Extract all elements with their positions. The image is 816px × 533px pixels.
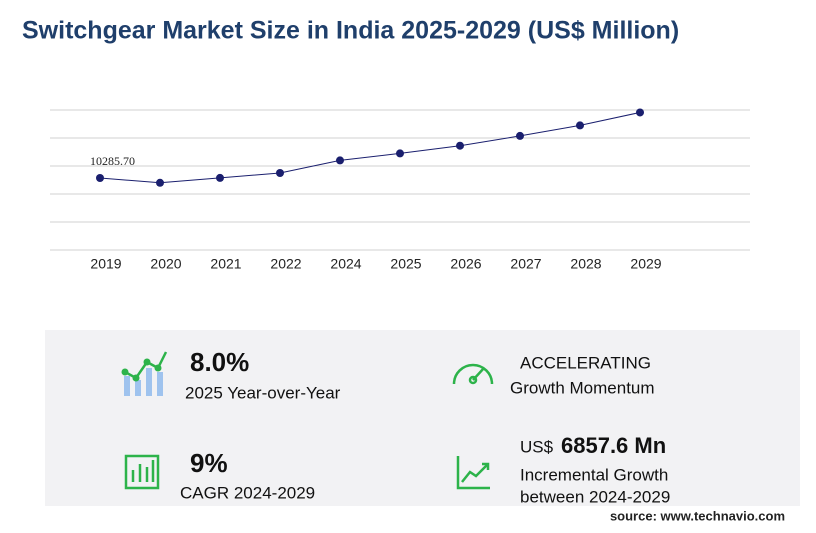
gauge-icon [452,363,494,385]
stats-panel [45,330,800,506]
x-tick-label: 2028 [570,256,601,272]
stat-label: 2025 Year-over-Year [185,383,341,402]
chart-title: Switchgear Market Size in India 2025-202… [22,17,679,45]
point [156,178,164,187]
x-tick-label: 2022 [270,256,301,272]
line [99,111,641,184]
x-tick-label: 2019 [90,256,121,272]
x-tick-label: 2026 [450,256,481,272]
point [96,174,104,183]
growth-icon [121,351,168,396]
stat-label: Growth Momentum [510,378,655,397]
x-tick-label: 2025 [390,256,421,272]
trend-icon [456,456,490,490]
point [336,156,344,165]
x-tick-label: 2021 [210,256,241,272]
source: source: www.technavio.com [610,508,785,523]
point [456,141,464,150]
point [396,149,404,158]
x-tick-label: 2027 [510,256,541,272]
point [516,131,524,140]
data-label: 10285.70 [90,154,135,168]
stat-value: ACCELERATING [520,353,651,372]
bar-chart-icon [124,454,160,490]
stat-label: Incremental Growth [520,465,668,484]
x-tick-label: 2029 [630,256,661,272]
stat-label: between 2024-2029 [520,487,670,506]
point [216,173,224,182]
x-tick-label: 2020 [150,256,181,272]
point [276,169,284,177]
stat-value: 9% [190,448,228,478]
point [636,108,644,117]
stat-label: CAGR 2024-2029 [180,483,315,502]
point [576,121,584,130]
stat-value: 8.0% [190,347,249,377]
x-tick-label: 2024 [330,256,361,272]
stat-prefix: US$ [520,437,554,456]
stat-value: 6857.6 Mn [561,433,666,458]
